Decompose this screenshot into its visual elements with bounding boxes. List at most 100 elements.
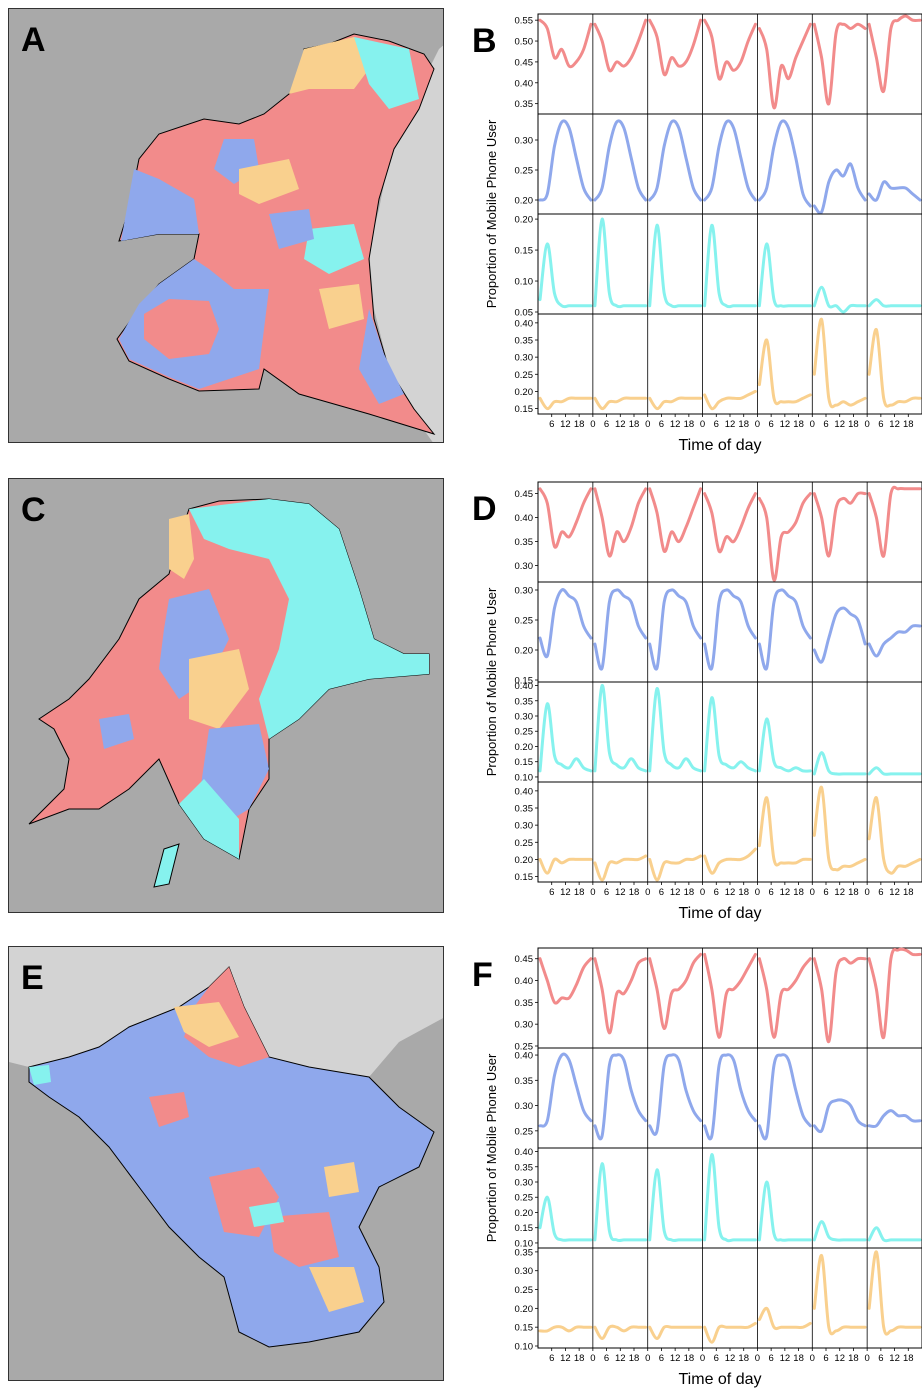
y-tick-label: 0.20 xyxy=(515,646,534,657)
x-tick-label: 12 xyxy=(560,419,571,430)
series-line xyxy=(593,588,648,671)
series-line xyxy=(703,696,757,773)
x-tick-label: 0 xyxy=(700,887,705,898)
x-tick-label: 18 xyxy=(684,1353,695,1364)
x-tick-label: 6 xyxy=(549,419,554,430)
series-line xyxy=(812,317,867,409)
series-line xyxy=(867,328,922,408)
series-line xyxy=(593,683,648,773)
series-line xyxy=(757,957,812,1039)
y-tick-label: 0.15 xyxy=(515,676,534,687)
series-line xyxy=(757,588,812,671)
map-a-cluster-blue xyxy=(359,309,404,404)
map-a-cluster-orange xyxy=(289,37,369,94)
map-c-cluster-blue xyxy=(99,714,134,749)
series-line xyxy=(703,492,757,554)
map-a-cluster-orange xyxy=(239,159,299,204)
x-tick-label: 18 xyxy=(793,887,804,898)
y-tick-label: 0.35 xyxy=(515,99,534,110)
x-tick-label: 0 xyxy=(755,419,760,430)
panel-label-f: F xyxy=(472,956,493,994)
y-tick-label: 0.30 xyxy=(515,1101,534,1112)
series-line xyxy=(867,624,922,658)
series-line xyxy=(757,242,812,308)
x-tick-label: 12 xyxy=(725,887,736,898)
panel-label-a: A xyxy=(21,21,46,59)
y-tick-label: 0.45 xyxy=(515,489,534,500)
y-axis-label: Proportion of Mobile Phone User xyxy=(484,1053,499,1242)
x-tick-label: 18 xyxy=(903,887,914,898)
series-line xyxy=(703,223,757,309)
series-line xyxy=(703,1153,757,1243)
x-tick-label: 18 xyxy=(738,1353,749,1364)
series-line xyxy=(538,1195,593,1242)
x-tick-label: 12 xyxy=(889,887,900,898)
x-tick-label: 18 xyxy=(738,887,749,898)
x-tick-label: 0 xyxy=(755,1353,760,1364)
y-tick-label: 0.15 xyxy=(515,1223,534,1234)
x-tick-label: 6 xyxy=(714,419,719,430)
y-tick-label: 0.05 xyxy=(515,308,534,319)
y-tick-label: 0.35 xyxy=(515,1076,534,1087)
series-line xyxy=(593,396,648,411)
y-tick-label: 0.10 xyxy=(515,1238,534,1249)
x-tick-label: 6 xyxy=(878,419,883,430)
series-line xyxy=(593,1324,648,1340)
series-line xyxy=(812,491,867,558)
series-line xyxy=(757,492,812,582)
x-tick-label: 12 xyxy=(615,887,626,898)
x-tick-label: 0 xyxy=(810,419,815,430)
x-tick-label: 0 xyxy=(700,419,705,430)
series-line xyxy=(538,1052,593,1128)
x-tick-label: 6 xyxy=(659,419,664,430)
y-tick-label: 0.55 xyxy=(515,16,534,27)
y-tick-label: 0.20 xyxy=(515,196,534,207)
x-tick-label: 12 xyxy=(615,419,626,430)
y-tick-label: 0.30 xyxy=(515,821,534,832)
y-tick-label: 0.15 xyxy=(515,246,534,257)
row-frame xyxy=(537,1247,922,1349)
series-line xyxy=(812,956,867,1044)
map-c-cluster-orange xyxy=(169,514,194,579)
series-line xyxy=(703,588,757,671)
x-tick-label: 6 xyxy=(823,887,828,898)
x-tick-label: 12 xyxy=(834,887,845,898)
map-e-cluster-orange xyxy=(309,1267,364,1312)
x-tick-label: 6 xyxy=(878,887,883,898)
series-line xyxy=(812,162,867,215)
y-tick-label: 0.15 xyxy=(515,404,534,415)
y-tick-label: 0.30 xyxy=(515,136,534,147)
series-line xyxy=(538,588,593,659)
y-tick-label: 0.35 xyxy=(515,804,534,815)
series-line xyxy=(538,119,593,202)
series-line xyxy=(538,18,593,69)
y-tick-label: 0.50 xyxy=(515,37,534,48)
series-line xyxy=(703,847,757,875)
series-line xyxy=(703,18,757,81)
x-tick-label: 18 xyxy=(793,419,804,430)
x-tick-label: 6 xyxy=(659,1353,664,1364)
chart-b: B 0.35 0.40 0.45 0.50 0.55 0.20 0.25 0.30 0.05 0.1… xyxy=(472,13,922,454)
map-c-cluster-orange xyxy=(189,649,249,729)
y-tick-label: 0.35 xyxy=(515,336,534,347)
y-tick-label: 0.25 xyxy=(515,1193,534,1204)
series-line xyxy=(757,717,812,773)
series-line xyxy=(538,396,593,411)
series-line xyxy=(703,119,757,202)
y-tick-label: 0.40 xyxy=(515,1147,534,1158)
series-line xyxy=(703,1053,757,1141)
series-line xyxy=(703,389,757,411)
x-tick-label: 6 xyxy=(604,887,609,898)
x-tick-label: 6 xyxy=(768,419,773,430)
series-line xyxy=(867,485,922,558)
x-tick-label: 18 xyxy=(629,1353,640,1364)
x-tick-label: 0 xyxy=(590,887,595,898)
panel-label-c: C xyxy=(21,491,46,529)
x-tick-label: 6 xyxy=(714,1353,719,1364)
series-line xyxy=(593,957,648,1035)
series-line xyxy=(757,338,812,406)
map-a-cluster-red xyxy=(144,299,219,359)
series-line xyxy=(593,217,648,309)
map-panel-a: A xyxy=(8,8,444,443)
y-tick-label: 0.40 xyxy=(515,1051,534,1062)
